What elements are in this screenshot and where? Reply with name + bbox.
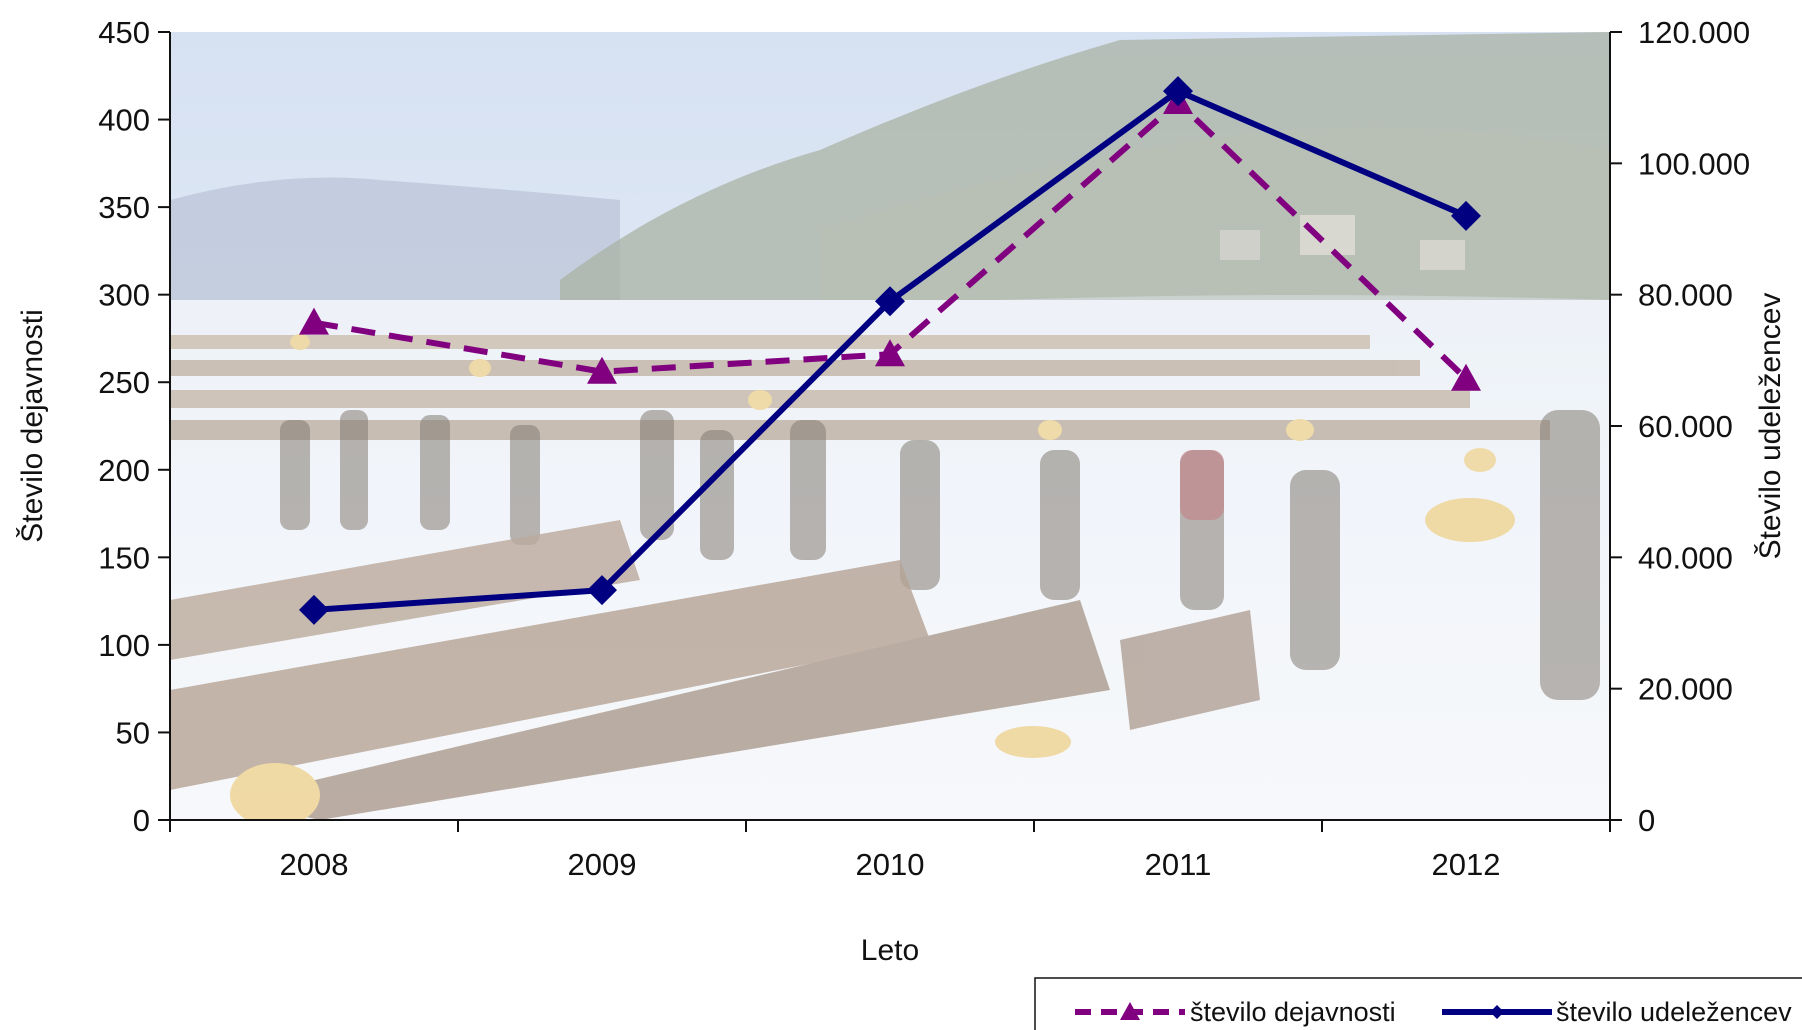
data-point-udelezencev [587, 575, 617, 606]
data-point-dejavnosti [587, 356, 617, 384]
y-axis-left-title: Število dejavnosti [15, 309, 49, 542]
x-tick-label: 2011 [1145, 847, 1212, 882]
data-point-dejavnosti [1451, 363, 1481, 391]
data-point-dejavnosti [299, 307, 329, 335]
left-tick-label: 400 [98, 103, 150, 138]
x-tick-label: 2008 [280, 847, 349, 882]
legend-label-udelezencev: število udeležencev [1556, 997, 1792, 1027]
left-tick-label: 450 [98, 15, 150, 50]
right-tick-label: 100.000 [1638, 146, 1750, 181]
left-tick-label: 200 [98, 453, 150, 488]
left-tick-label: 300 [98, 278, 150, 313]
right-axis-ticks: 0 20.000 40.000 60.000 80.000 100.000 120.000 [1610, 15, 1750, 838]
y-axis-right-title: Število udeležencev [1753, 293, 1787, 560]
legend-item-dejavnosti: število dejavnosti [1075, 997, 1396, 1027]
x-axis-ticks: 2008 2009 2010 2011 2012 [169, 820, 1611, 882]
legend-marker-diamond [1490, 1005, 1504, 1019]
legend-item-udelezencev: število udeležencev [1442, 997, 1792, 1027]
x-axis-title: Leto [861, 934, 919, 967]
series-layer [299, 76, 1481, 625]
left-tick-label: 0 [133, 803, 150, 838]
data-point-udelezencev [1451, 200, 1481, 231]
background-photo [170, 32, 1610, 820]
left-tick-label: 350 [98, 190, 150, 225]
right-tick-label: 120.000 [1638, 15, 1750, 50]
left-tick-label: 250 [98, 365, 150, 400]
data-point-udelezencev [1163, 76, 1193, 107]
data-point-udelezencev [299, 594, 329, 625]
right-tick-label: 20.000 [1638, 672, 1733, 707]
legend-box [1034, 977, 1802, 1030]
left-tick-label: 100 [98, 628, 150, 663]
x-tick-label: 2010 [856, 847, 925, 882]
right-tick-label: 40.000 [1638, 540, 1733, 575]
left-tick-label: 150 [98, 540, 150, 575]
legend-label-dejavnosti: število dejavnosti [1190, 997, 1396, 1027]
left-axis-ticks: 0 50 100 150 200 250 300 350 400 450 [98, 15, 170, 838]
legend: število dejavnosti število udeležencev [1034, 977, 1802, 1030]
legend-marker-triangle [1120, 1002, 1140, 1020]
data-point-udelezencev [875, 286, 905, 317]
left-tick-label: 50 [116, 715, 150, 750]
x-tick-label: 2009 [568, 847, 637, 882]
data-point-dejavnosti [875, 339, 905, 367]
right-tick-label: 60.000 [1638, 409, 1733, 444]
x-tick-label: 2012 [1432, 847, 1501, 882]
right-tick-label: 80.000 [1638, 278, 1733, 313]
right-tick-label: 0 [1638, 803, 1655, 838]
